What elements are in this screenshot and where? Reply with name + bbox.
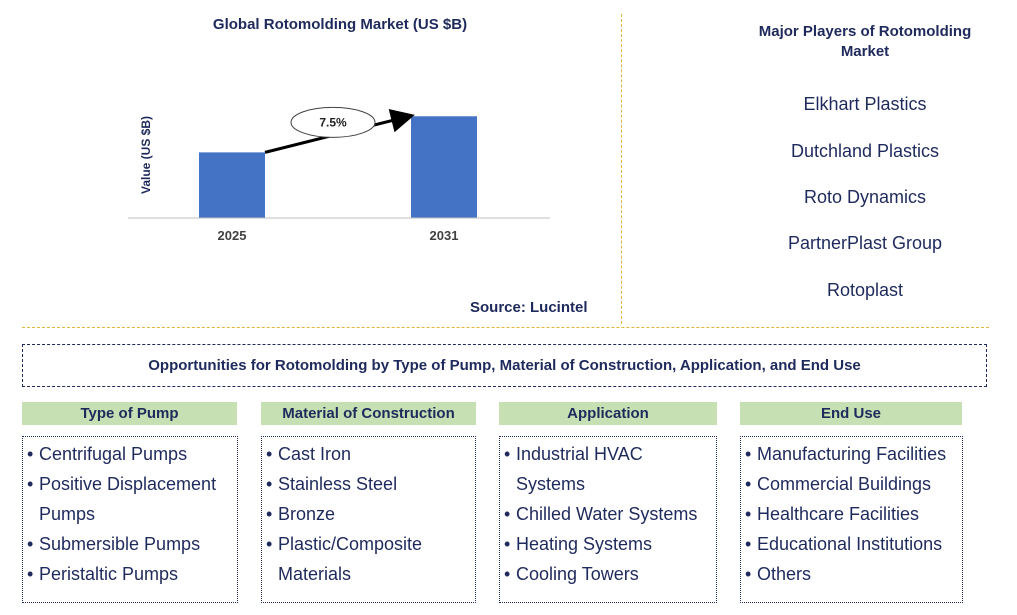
list-item: Commercial Buildings <box>745 469 958 499</box>
list-item: Healthcare Facilities <box>745 499 958 529</box>
list-item: Industrial HVAC Systems <box>504 439 712 499</box>
list-item: Peristaltic Pumps <box>27 559 233 589</box>
x-tick-label: 2025 <box>218 228 247 243</box>
bar-2025 <box>199 152 265 218</box>
category-list-material: Cast Iron Stainless Steel Bronze Plastic… <box>261 436 476 603</box>
vertical-divider <box>621 14 622 324</box>
list-item: Educational Institutions <box>745 529 958 559</box>
list-item: Others <box>745 559 958 589</box>
source-label: Source: Lucintel <box>470 299 588 316</box>
player-item: Dutchland Plastics <box>790 141 940 161</box>
player-item: PartnerPlast Group <box>787 233 943 253</box>
y-axis-label: Value (US $B) <box>139 116 153 194</box>
x-tick-label: 2031 <box>430 228 459 243</box>
category-header-material: Material of Construction <box>261 402 476 425</box>
players-title: Major Players of Rotomolding Market <box>758 23 972 60</box>
category-header-end-use: End Use <box>740 402 962 425</box>
category-list-application: Industrial HVAC Systems Chilled Water Sy… <box>499 436 717 603</box>
list-item: Cast Iron <box>266 439 471 469</box>
list-item: Stainless Steel <box>266 469 471 499</box>
category-list-type-of-pump: Centrifugal Pumps Positive Displacement … <box>22 436 238 603</box>
list-item: Bronze <box>266 499 471 529</box>
player-item: Rotoplast <box>826 280 904 300</box>
opportunities-title: Opportunities for Rotomolding by Type of… <box>148 357 861 374</box>
player-item: Elkhart Plastics <box>803 94 927 114</box>
category-list-end-use: Manufacturing Facilities Commercial Buil… <box>740 436 963 603</box>
category-header-application: Application <box>499 402 717 425</box>
list-item: Submersible Pumps <box>27 529 233 559</box>
list-item: Chilled Water Systems <box>504 499 712 529</box>
list-item: Heating Systems <box>504 529 712 559</box>
cagr-label: 7.5% <box>319 115 347 129</box>
list-item: Cooling Towers <box>504 559 712 589</box>
list-item: Positive Displacement Pumps <box>27 469 233 529</box>
list-item: Plastic/Composite Materials <box>266 529 471 589</box>
opportunities-banner: Opportunities for Rotomolding by Type of… <box>22 344 987 387</box>
category-header-type-of-pump: Type of Pump <box>22 402 237 425</box>
horizontal-divider <box>22 327 989 328</box>
list-item: Manufacturing Facilities <box>745 439 958 469</box>
player-item: Roto Dynamics <box>803 187 927 207</box>
list-item: Centrifugal Pumps <box>27 439 233 469</box>
bar-chart: Value (US $B) 2025 2031 7.5% <box>128 106 550 243</box>
chart-title: Global Rotomolding Market (US $B) <box>212 16 468 33</box>
bar-2031 <box>411 116 477 218</box>
cagr-ellipse <box>290 106 376 138</box>
